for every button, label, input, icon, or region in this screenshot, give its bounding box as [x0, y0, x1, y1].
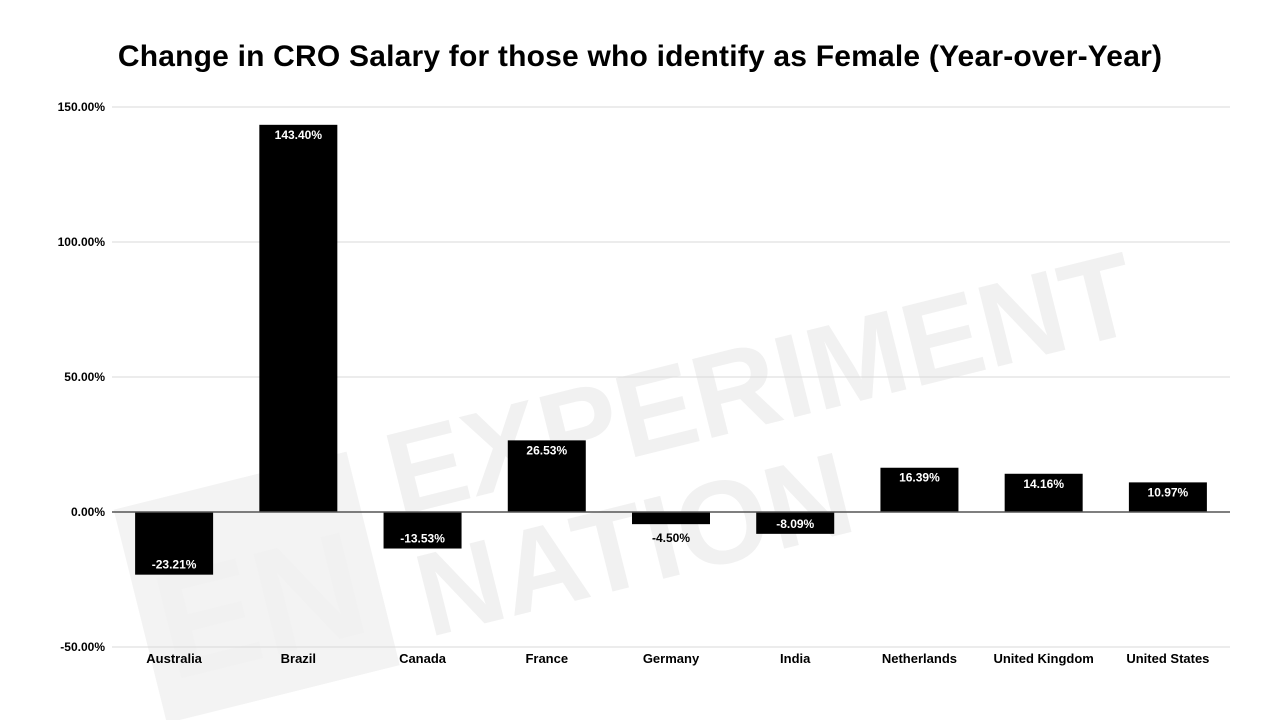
x-tick-label: United States [1126, 651, 1209, 666]
data-label: -23.21% [152, 558, 197, 572]
bar [507, 440, 586, 512]
bar [1128, 482, 1207, 512]
bar [1004, 473, 1083, 512]
bar [259, 124, 338, 512]
y-tick-label: -50.00% [60, 640, 105, 654]
data-label: -8.09% [776, 517, 814, 531]
x-tick-label: India [780, 651, 811, 666]
y-axis-ticks: -50.00% 0.00% 50.00% 100.00% 150.00% [58, 100, 106, 654]
y-tick-label: 0.00% [71, 505, 105, 519]
y-tick-label: 100.00% [58, 235, 106, 249]
x-tick-label: Australia [146, 651, 202, 666]
bar [135, 512, 214, 575]
chart-title: Change in CRO Salary for those who ident… [117, 40, 1163, 73]
bar [383, 512, 462, 549]
data-label: 16.39% [899, 471, 940, 485]
x-tick-label: France [525, 651, 568, 666]
x-axis-ticks: Australia Brazil Canada France Germany India N… [146, 651, 1209, 666]
data-label: 14.16% [1023, 477, 1064, 491]
bar [632, 512, 710, 525]
data-label: 26.53% [526, 443, 567, 457]
x-tick-label: Germany [643, 651, 700, 666]
x-tick-label: United Kingdom [993, 651, 1093, 666]
data-label: 143.40% [275, 128, 323, 142]
bar [756, 512, 835, 534]
data-label: -13.53% [400, 532, 445, 546]
data-labels: -23.21% 143.40% -13.53% 26.53% -4.50% -8.09% 1… [152, 128, 1189, 572]
bar [880, 467, 959, 512]
x-tick-label: Netherlands [882, 651, 957, 666]
data-label: -4.50% [652, 531, 690, 545]
bars [135, 124, 1207, 575]
y-tick-label: 50.00% [64, 370, 105, 384]
x-tick-label: Canada [399, 651, 447, 666]
x-tick-label: Brazil [281, 651, 316, 666]
data-label: 10.97% [1148, 485, 1189, 499]
y-tick-label: 150.00% [58, 100, 106, 114]
